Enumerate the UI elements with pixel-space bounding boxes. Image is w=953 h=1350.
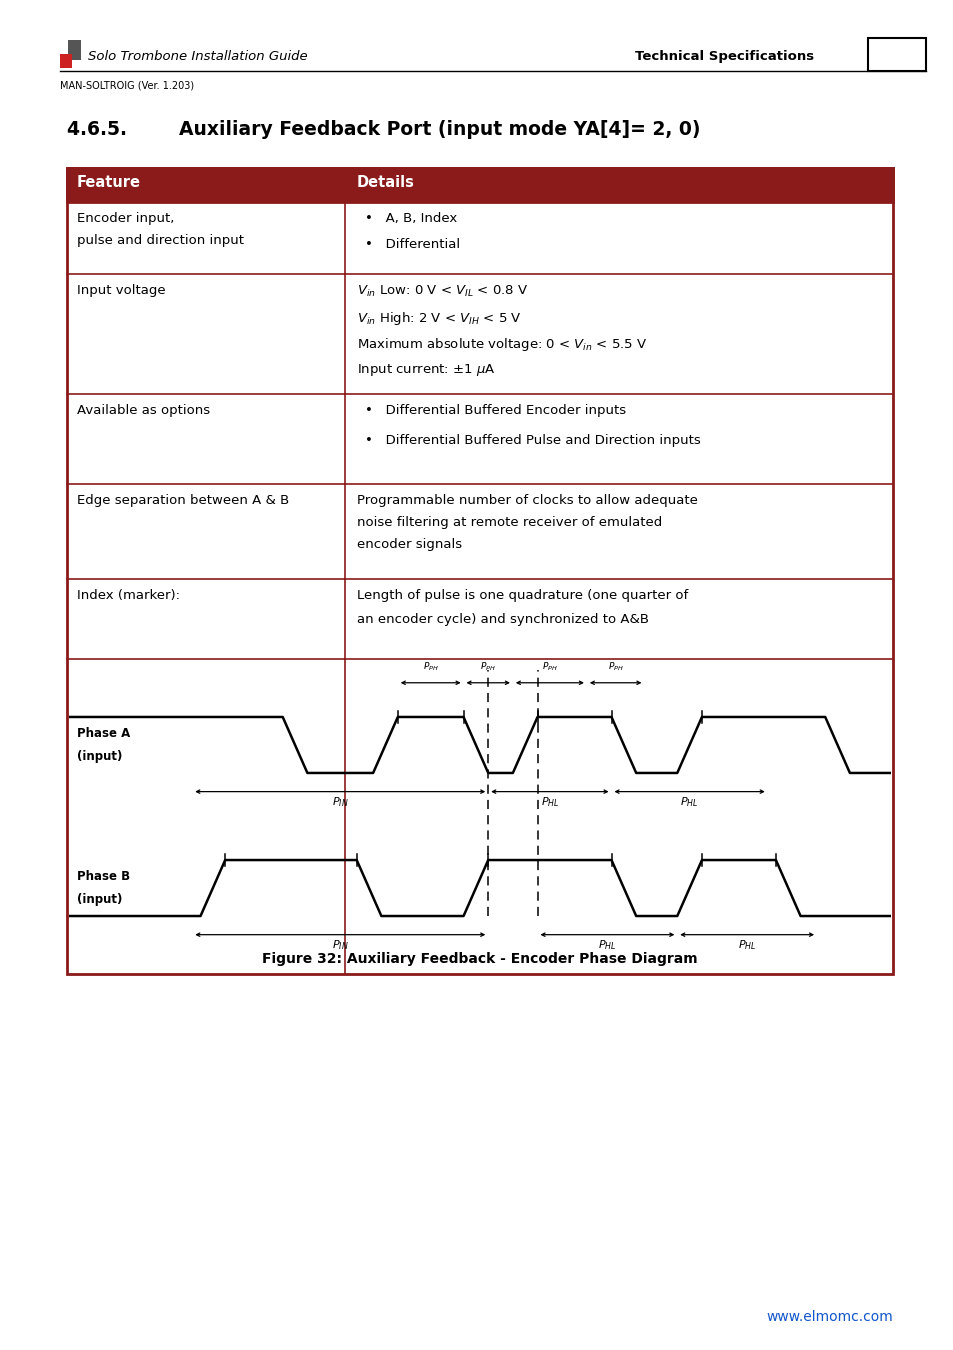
Text: Edge separation between A & B: Edge separation between A & B (77, 494, 289, 508)
Text: Input current: $\pm$1 $\mu$A: Input current: $\pm$1 $\mu$A (356, 362, 496, 378)
Text: $P_{HL}$: $P_{HL}$ (598, 938, 616, 952)
Text: noise filtering at remote receiver of emulated: noise filtering at remote receiver of em… (356, 516, 661, 529)
Text: MAN-SOLTROIG (Ver. 1.203): MAN-SOLTROIG (Ver. 1.203) (60, 80, 193, 90)
Text: Phase A: Phase A (77, 728, 131, 740)
Text: $P_{IN}$: $P_{IN}$ (332, 795, 348, 809)
Text: $P_{PH}$: $P_{PH}$ (422, 662, 438, 674)
Bar (67, 167, 892, 973)
Text: Solo Trombone Installation Guide: Solo Trombone Installation Guide (88, 50, 307, 63)
Text: $P_{HL}$: $P_{HL}$ (679, 795, 699, 809)
Text: pulse and direction input: pulse and direction input (77, 234, 244, 247)
Text: $P_{PH}$: $P_{PH}$ (479, 662, 496, 674)
Text: •   Differential: • Differential (365, 238, 459, 251)
Text: Input voltage: Input voltage (77, 284, 166, 297)
Text: •   Differential Buffered Encoder inputs: • Differential Buffered Encoder inputs (365, 404, 625, 417)
Text: $P_{HL}$: $P_{HL}$ (738, 938, 756, 952)
Text: encoder signals: encoder signals (356, 539, 461, 551)
Text: Encoder input,: Encoder input, (77, 212, 174, 225)
Text: an encoder cycle) and synchronized to A&B: an encoder cycle) and synchronized to A&… (356, 613, 648, 626)
Text: 4.6.5.        Auxiliary Feedback Port (input mode YA[4]= 2, 0): 4.6.5. Auxiliary Feedback Port (input mo… (67, 120, 700, 139)
Text: Length of pulse is one quadrature (one quarter of: Length of pulse is one quadrature (one q… (356, 589, 687, 602)
Text: 78: 78 (883, 45, 908, 63)
Text: Programmable number of clocks to allow adequate: Programmable number of clocks to allow a… (356, 494, 698, 508)
Text: Maximum absolute voltage: 0 < $V_{in}$ < 5.5 V: Maximum absolute voltage: 0 < $V_{in}$ <… (356, 336, 647, 352)
Text: Index (marker):: Index (marker): (77, 589, 180, 602)
Text: $V_{in}$ Low: 0 V < $V_{IL}$ < 0.8 V: $V_{in}$ Low: 0 V < $V_{IL}$ < 0.8 V (356, 284, 527, 300)
Text: www.elmomc.com: www.elmomc.com (765, 1310, 892, 1324)
Text: $P_{HL}$: $P_{HL}$ (540, 795, 558, 809)
Text: $V_{in}$ High: 2 V < $V_{IH}$ < 5 V: $V_{in}$ High: 2 V < $V_{IH}$ < 5 V (356, 310, 521, 327)
Bar (68, 40, 81, 59)
Text: Feature: Feature (77, 176, 141, 190)
Bar (60, 54, 71, 68)
Text: Phase B: Phase B (77, 871, 131, 883)
Text: Available as options: Available as options (77, 404, 210, 417)
Text: Figure 32: Auxiliary Feedback - Encoder Phase Diagram: Figure 32: Auxiliary Feedback - Encoder … (262, 952, 697, 967)
Text: •   A, B, Index: • A, B, Index (365, 212, 456, 225)
Text: Details: Details (356, 176, 415, 190)
Text: Technical Specifications: Technical Specifications (635, 50, 813, 63)
Text: $P_{PH}$: $P_{PH}$ (541, 662, 558, 674)
Text: (input): (input) (77, 749, 123, 763)
Text: •   Differential Buffered Pulse and Direction inputs: • Differential Buffered Pulse and Direct… (365, 433, 700, 447)
Text: $P_{PH}$: $P_{PH}$ (607, 662, 623, 674)
Bar (867, 38, 925, 72)
Text: (input): (input) (77, 892, 123, 906)
Bar (67, 167, 892, 202)
Text: $P_{IN}$: $P_{IN}$ (332, 938, 348, 952)
